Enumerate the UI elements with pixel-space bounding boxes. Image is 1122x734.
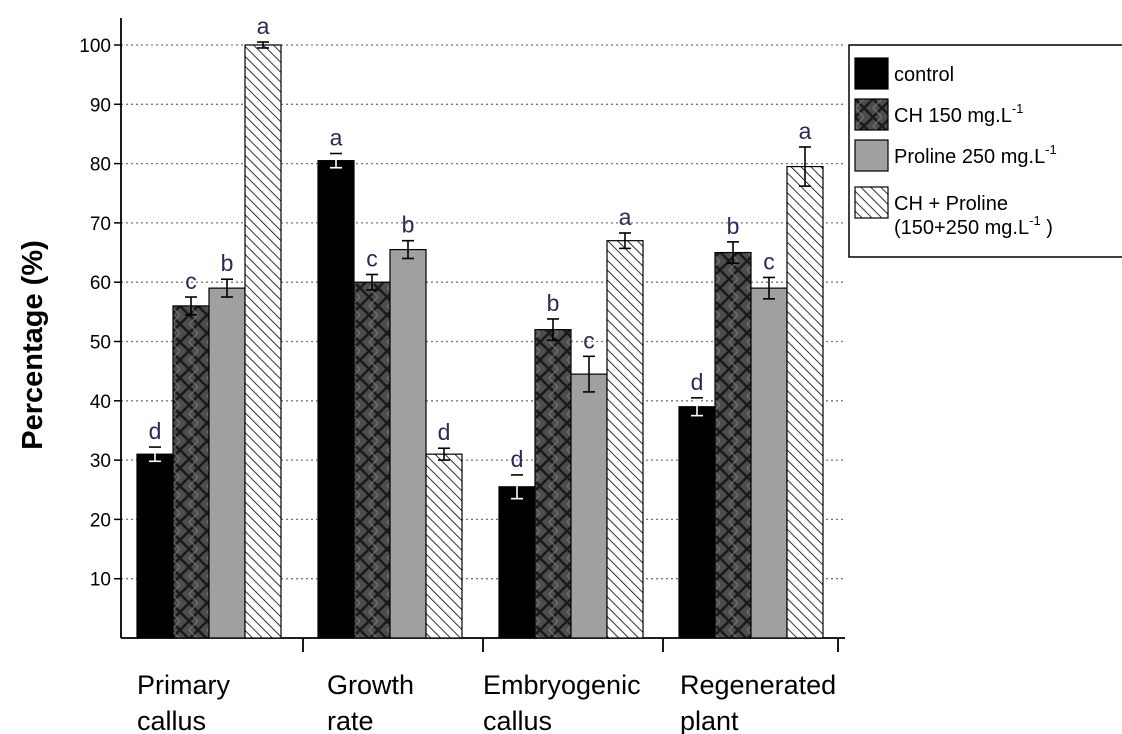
y-tick-label: 10 (90, 570, 111, 591)
bar-1-1 (353, 281, 391, 639)
y-tick-label: 100 (79, 36, 111, 57)
error-bar (799, 146, 811, 187)
error-bar (438, 447, 450, 461)
significance-letter: b (402, 212, 415, 238)
legend-box (848, 44, 1122, 258)
significance-letter: a (799, 118, 812, 144)
bar-0-2 (498, 486, 536, 639)
legend-swatch-0 (854, 57, 889, 90)
significance-letter: d (149, 418, 162, 444)
legend: control CH 150 mg.L-1 Proline 250 mg.L-1 CH… (848, 44, 1122, 258)
bar-2-3 (750, 287, 788, 639)
y-tick-label: 80 (90, 155, 111, 176)
error-bar (221, 278, 233, 298)
bar-3-2 (606, 240, 644, 639)
significance-letter: c (185, 268, 197, 294)
category-label: rate (327, 706, 374, 734)
error-bars (149, 41, 811, 500)
significance-letter: d (438, 419, 451, 445)
bar-0-3 (678, 406, 716, 639)
legend-swatch-1 (854, 98, 889, 131)
y-axis: 10 20 30 40 50 60 70 80 90 100 (79, 18, 122, 638)
significance-letter: d (691, 369, 704, 395)
y-tick-label: 90 (90, 95, 111, 116)
category-label: Primary (137, 670, 230, 700)
error-bar (763, 276, 775, 300)
bar-2-0 (208, 287, 246, 639)
bar-1-0 (172, 305, 210, 639)
bar-2-2 (570, 373, 608, 639)
significance-letter: d (511, 446, 524, 472)
y-tick-label: 60 (90, 273, 111, 294)
significance-letter: a (619, 204, 632, 230)
bar-1-3 (714, 251, 752, 639)
significance-letter: a (257, 13, 270, 39)
y-tick-label: 40 (90, 392, 111, 413)
significance-letter: c (366, 245, 378, 271)
legend-label: control (894, 64, 954, 86)
x-axis (121, 637, 845, 652)
legend-swatch-3 (854, 186, 889, 219)
significance-letter: b (547, 290, 560, 316)
category-label: Regenerated (680, 670, 836, 700)
bar-3-3 (786, 165, 824, 639)
error-bar (727, 241, 739, 265)
legend-label: CH 150 mg.L-1 (894, 101, 1023, 127)
category-label: plant (680, 706, 739, 734)
category-label: Embryogenic (483, 670, 641, 700)
error-bar (583, 355, 595, 393)
category-labels: Primary callus Growth rate Embryogenic callus… (137, 670, 836, 734)
bar-0-1 (317, 160, 355, 639)
error-bar (511, 474, 523, 500)
error-bar (619, 232, 631, 250)
significance-letter: b (727, 213, 740, 239)
legend-swatch-2 (854, 139, 889, 172)
y-tick-label: 30 (90, 451, 111, 472)
category-label: callus (137, 706, 206, 734)
error-bar (185, 296, 197, 316)
error-bar (402, 239, 414, 260)
legend-label: CH + Proline (894, 193, 1008, 215)
significance-letter: c (583, 327, 595, 353)
error-bar (330, 152, 342, 169)
y-tick-label: 70 (90, 214, 111, 235)
bars (136, 44, 824, 639)
bar-3-0 (244, 44, 282, 639)
y-axis-label: Percentage (%) (17, 240, 49, 450)
bar-2-1 (389, 248, 427, 639)
bar-3-1 (425, 453, 463, 639)
error-bar (366, 273, 378, 291)
error-bar (149, 446, 161, 463)
category-label: callus (483, 706, 552, 734)
significance-letter: c (763, 248, 775, 274)
y-tick-label: 20 (90, 510, 111, 531)
error-bar (691, 397, 703, 417)
category-label: Growth (327, 670, 414, 700)
bar-0-0 (136, 453, 174, 639)
error-bar (547, 318, 559, 342)
legend-label: (150+250 mg.L-1 ) (894, 213, 1053, 239)
significance-letter: b (221, 250, 234, 276)
legend-label: Proline 250 mg.L-1 (894, 142, 1057, 168)
significance-letter: a (330, 125, 343, 151)
bar-1-2 (534, 329, 572, 639)
y-tick-label: 50 (90, 333, 111, 354)
error-bar (257, 41, 269, 49)
